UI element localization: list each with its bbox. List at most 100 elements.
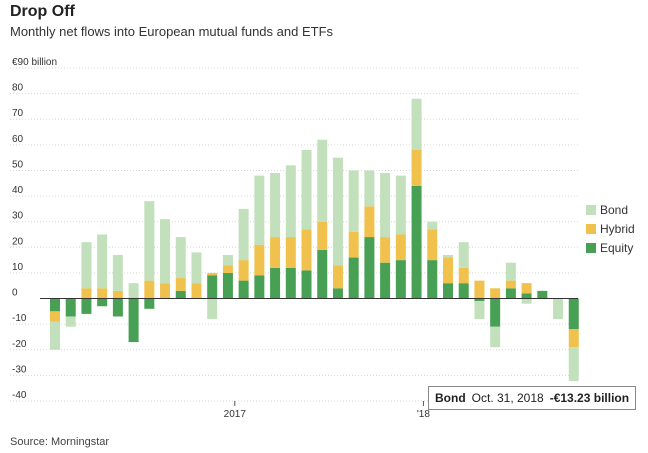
legend-swatch-bond [586, 205, 596, 215]
bar-equity[interactable] [505, 288, 516, 299]
bar-equity[interactable] [474, 298, 485, 302]
bar-bond[interactable] [411, 98, 422, 150]
bar-hybrid[interactable] [175, 278, 186, 291]
bar-bond[interactable] [395, 175, 406, 235]
bar-equity[interactable] [301, 270, 312, 299]
bar-hybrid[interactable] [97, 288, 108, 299]
bar-bond[interactable] [427, 221, 438, 230]
bar-bond[interactable] [238, 208, 249, 261]
bar-equity[interactable] [175, 290, 186, 299]
bar-hybrid[interactable] [301, 229, 312, 271]
y-tick-label: 60 [12, 134, 24, 145]
bar-hybrid[interactable] [81, 288, 92, 299]
bar-bond[interactable] [254, 175, 265, 245]
bar-equity[interactable] [144, 298, 155, 309]
bar-hybrid[interactable] [222, 265, 233, 273]
bar-bond[interactable] [505, 262, 516, 281]
bar-bond[interactable] [332, 157, 343, 266]
bar-bond[interactable] [81, 242, 92, 289]
bar-hybrid[interactable] [427, 229, 438, 261]
bar-hybrid[interactable] [160, 283, 171, 299]
bar-bond[interactable] [270, 173, 281, 238]
bar-hybrid[interactable] [207, 272, 218, 276]
bar-equity[interactable] [568, 298, 579, 330]
bar-hybrid[interactable] [254, 244, 265, 276]
bar-hybrid[interactable] [238, 260, 249, 281]
bar-hybrid[interactable] [112, 290, 123, 299]
bar-equity[interactable] [521, 293, 532, 299]
bar-equity[interactable] [364, 237, 375, 299]
bar-bond[interactable] [490, 326, 501, 348]
bar-bond[interactable] [474, 301, 485, 320]
bar-hybrid[interactable] [317, 221, 328, 250]
bar-bond[interactable] [144, 201, 155, 281]
bar-hybrid[interactable] [395, 234, 406, 261]
bar-equity[interactable] [443, 283, 453, 299]
bar-bond[interactable] [364, 170, 375, 207]
bar-bond[interactable] [222, 254, 233, 266]
source-note: Source: Morningstar [10, 436, 110, 448]
bar-equity[interactable] [65, 298, 76, 317]
bar-hybrid[interactable] [332, 265, 343, 289]
bar-bond[interactable] [458, 242, 469, 268]
bar-hybrid[interactable] [443, 257, 453, 284]
y-tick-label: 30 [12, 211, 24, 222]
bar-hybrid[interactable] [411, 149, 422, 186]
bar-equity[interactable] [285, 267, 296, 299]
bar-bond[interactable] [521, 298, 532, 304]
bar-bond[interactable] [207, 298, 218, 320]
bar-hybrid[interactable] [458, 267, 469, 284]
bar-equity[interactable] [128, 298, 139, 343]
bar-hybrid[interactable] [50, 311, 60, 322]
bar-equity[interactable] [238, 280, 249, 299]
bar-equity[interactable] [380, 262, 391, 299]
bar-equity[interactable] [427, 260, 438, 299]
bar-hybrid[interactable] [144, 280, 155, 299]
bar-hybrid[interactable] [380, 237, 391, 263]
bar-hybrid[interactable] [568, 329, 579, 348]
bar-hybrid[interactable] [474, 280, 485, 299]
bar-bond[interactable] [301, 149, 312, 230]
bar-bond[interactable] [553, 298, 564, 320]
bar-hybrid[interactable] [285, 237, 296, 268]
bar-hybrid[interactable] [191, 283, 202, 299]
bar-hybrid[interactable] [270, 237, 281, 268]
bar-equity[interactable] [537, 290, 548, 299]
bar-equity[interactable] [317, 249, 328, 299]
bar-bond[interactable] [285, 165, 296, 238]
bar-equity[interactable] [50, 298, 60, 312]
bar-bond[interactable] [348, 170, 359, 232]
bar-equity[interactable] [222, 272, 233, 299]
bar-hybrid[interactable] [521, 283, 532, 294]
bar-equity[interactable] [332, 288, 343, 299]
bar-hybrid[interactable] [490, 288, 501, 299]
bar-equity[interactable] [395, 260, 406, 299]
bar-bond[interactable] [317, 139, 328, 222]
bar-equity[interactable] [97, 298, 108, 307]
bar-bond[interactable] [175, 237, 186, 279]
bar-equity[interactable] [270, 267, 281, 299]
bar-equity[interactable] [112, 298, 123, 317]
bar-equity[interactable] [490, 298, 501, 327]
hover-tooltip: Bond Oct. 31, 2018 -€13.23 billion [428, 386, 637, 410]
bar-bond[interactable] [191, 252, 202, 284]
bar-bond[interactable] [128, 283, 139, 299]
x-tick-label: 2017 [224, 409, 247, 420]
bar-equity[interactable] [348, 257, 359, 299]
bar-equity[interactable] [411, 185, 422, 299]
bar-bond[interactable] [443, 254, 453, 258]
bar-bond[interactable] [65, 316, 76, 327]
bar-hybrid[interactable] [348, 231, 359, 258]
bar-equity[interactable] [207, 275, 218, 299]
bar-hybrid[interactable] [364, 206, 375, 238]
bar-bond[interactable] [160, 219, 171, 284]
bar-bond[interactable] [568, 347, 579, 382]
bar-equity[interactable] [81, 298, 92, 314]
bar-hybrid[interactable] [505, 280, 516, 289]
bar-equity[interactable] [254, 275, 265, 299]
bar-bond[interactable] [50, 321, 60, 350]
bar-bond[interactable] [97, 234, 108, 289]
bar-equity[interactable] [458, 283, 469, 299]
bar-bond[interactable] [112, 254, 123, 291]
bar-bond[interactable] [380, 173, 391, 238]
